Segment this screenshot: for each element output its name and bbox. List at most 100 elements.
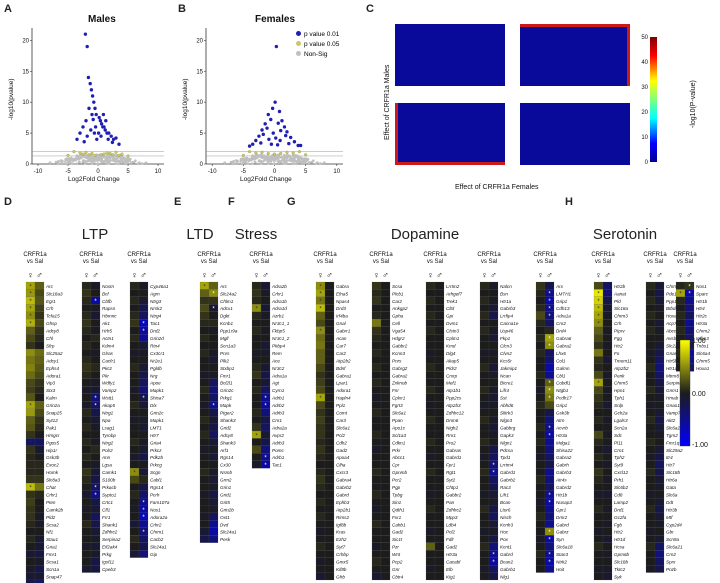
heatmap-cell-male — [434, 520, 445, 528]
heatmap-cell-male — [34, 281, 45, 290]
heatmap-cell-female — [81, 348, 92, 357]
gene-label: Nigh2 — [446, 425, 458, 430]
volcano-males-nonsig-cloud-point — [137, 161, 141, 164]
heatmap-cell-female — [479, 468, 490, 476]
volcano-males-xtick-label-0: -10 — [34, 169, 43, 175]
heatmap-cell-female — [81, 393, 92, 402]
gene-label: Syt12 — [46, 418, 58, 423]
gene-label: Gabrd2 — [556, 485, 572, 490]
heatmap-cell-male — [34, 542, 45, 551]
heatmap-cell-male — [654, 520, 665, 528]
gene-label: Mapk1 — [150, 418, 164, 423]
gene-label: Scn1a — [46, 567, 59, 572]
gene-label: Gabrb3 — [556, 470, 572, 475]
gene-label: Gapk3 — [500, 433, 514, 438]
gene-label: Tac1 — [272, 463, 282, 468]
heatmap-cell-female — [593, 460, 604, 469]
heatmap-cell-female — [25, 423, 36, 432]
gene-label: Htr7 — [150, 433, 159, 438]
volcano-males-ytick-label-2: 10 — [22, 100, 29, 106]
heatmap-cell-male — [602, 408, 613, 417]
heatmap-D-col2-header-line1: CRFR1a — [127, 252, 151, 258]
heatmap-cell-female — [425, 393, 436, 402]
heatmap-cell-female — [593, 445, 604, 454]
heatmap-G-col4-female-symbol: ♀ — [537, 270, 544, 280]
heatmap-cell-female — [479, 334, 490, 342]
heatmap-cell-male — [434, 311, 445, 320]
heatmap-cell-male — [208, 296, 219, 305]
heatmap-cell-female — [645, 557, 656, 566]
volcano-males-point-p-value-0.05 — [87, 153, 91, 157]
gene-label: Pcdh17 — [556, 396, 572, 401]
heatmap-cell-male — [34, 311, 45, 320]
heatmap-cell-female — [371, 416, 382, 424]
gene-label: Grip1 — [556, 403, 568, 408]
heatmap-cell-male — [602, 289, 613, 297]
gene-label: Gabrb3 — [500, 306, 516, 311]
gene-label: Drd1 — [614, 507, 624, 512]
gene-label: Tmem11 — [614, 358, 632, 363]
volcano-males-point-p-value-0.05 — [72, 150, 76, 154]
heatmap-cell-male — [90, 527, 101, 536]
gene-label: Htr2 — [614, 530, 623, 535]
heatmap-cell-female — [371, 289, 382, 297]
volcano-males-point-p-value-0.01 — [90, 112, 94, 117]
heatmap-cell-male — [324, 296, 335, 305]
heatmap-cell-female — [315, 386, 326, 394]
gene-label: Ppp1r9a — [220, 329, 238, 334]
gene-label: Cacb2 — [150, 537, 164, 542]
heatmap-cell-female — [479, 483, 490, 491]
volcano-males-point-p-value-0.01 — [89, 128, 93, 132]
gene-label: Sparc — [696, 291, 709, 296]
heatmap-cell-female — [315, 371, 326, 379]
gene-label: Gpnmb — [392, 470, 408, 475]
heatmap-cell-female — [645, 520, 656, 528]
volcano-males-point-non-sig — [72, 157, 76, 161]
volcano-males-nonsig-cloud-point — [117, 159, 120, 163]
heatmap-cell-female — [675, 296, 686, 305]
gene-label: Slitrk3 — [500, 411, 513, 416]
heatmap-H-col2-header-line1: CRFR1a — [673, 252, 697, 258]
heatmap-cell-male — [434, 363, 445, 372]
gene-label: Htr1a — [500, 299, 512, 304]
gene-label: Pld2 — [46, 515, 56, 520]
heatmap-cell-male — [434, 527, 445, 536]
heatmap-cell-male — [34, 423, 45, 432]
heatmap-cell-female — [81, 490, 92, 499]
volcano-males-point-non-sig — [126, 160, 130, 163]
gene-label: Adora2a — [149, 515, 168, 520]
heatmap-cell-male — [544, 453, 555, 461]
gene-label: Tac1 — [150, 321, 160, 326]
gene-label: Cdh13 — [556, 306, 570, 311]
gene-label: Comt — [336, 411, 348, 416]
heatmap-cell-male — [380, 497, 391, 506]
gene-label: Ppan — [392, 418, 403, 423]
heatmap-cell-female — [25, 565, 36, 573]
heatmap-cell-female — [199, 505, 210, 514]
heatmap-cell-female — [199, 483, 210, 491]
gene-label: Atp2b1 — [335, 507, 351, 512]
heatmap-cell-female — [425, 475, 436, 484]
gene-label: Gsk3b — [556, 411, 570, 416]
heatmap-cell-female — [425, 304, 436, 312]
heatmap-cell-male — [602, 401, 613, 409]
heatmap-cell-female — [593, 535, 604, 543]
volcano-males-point-p-value-0.05 — [117, 153, 121, 157]
heatmap-cell-male — [434, 423, 445, 432]
gene-label: Ak1 — [101, 321, 110, 326]
heatmap-cell-female — [535, 505, 546, 514]
heatmap-cell-male — [138, 416, 149, 424]
heatmap-cell-male — [602, 535, 613, 543]
heatmap-cell-female — [479, 438, 490, 446]
heatmap-cell-male — [602, 460, 613, 469]
heatmap-cell-female — [315, 453, 326, 461]
heatmap-cell-male — [208, 490, 219, 499]
gene-label: Gabra2 — [556, 343, 572, 348]
heatmap-D-col0-header-line1: CRFR1a — [23, 252, 47, 258]
heatmap-cell-male — [138, 535, 149, 543]
gene-label: LMTH1 — [556, 291, 572, 296]
gene-label: Vamp7 — [666, 411, 681, 416]
heatmap-cell-male — [654, 542, 665, 551]
heatmap-cell-female — [81, 296, 92, 305]
volcano-males-point-p-value-0.01 — [110, 140, 115, 145]
